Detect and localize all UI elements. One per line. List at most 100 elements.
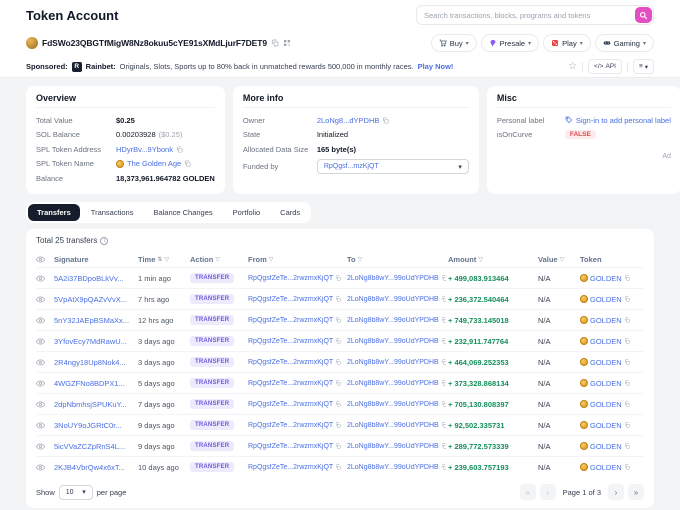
copy-icon[interactable] (441, 401, 446, 407)
from-link[interactable]: RpQgsfZeTe...2rwzmxKjQT (248, 422, 333, 429)
signature-link[interactable]: 2KJB4VbrQw4x6xT... (54, 463, 136, 472)
sponsor-cta-link[interactable]: Play Now! (418, 62, 454, 71)
token-link[interactable]: GOLDEN (590, 295, 622, 304)
favorite-star-icon[interactable]: ☆ (568, 61, 577, 72)
copy-icon[interactable] (441, 380, 446, 386)
tab-portfolio[interactable]: Portfolio (224, 204, 270, 221)
copy-icon[interactable] (335, 317, 341, 323)
copy-icon[interactable] (624, 317, 630, 323)
eye-icon[interactable] (36, 421, 45, 430)
eye-icon[interactable] (36, 358, 45, 367)
funded-by-select[interactable]: RpQgsf...mzKjQT ▾ (317, 159, 469, 174)
from-link[interactable]: RpQgsfZeTe...2rwzmxKjQT (248, 317, 333, 324)
copy-icon[interactable] (441, 443, 446, 449)
from-link[interactable]: RpQgsfZeTe...2rwzmxKjQT (248, 275, 333, 282)
tab-transactions[interactable]: Transactions (82, 204, 143, 221)
copy-icon[interactable] (441, 422, 446, 428)
copy-icon[interactable] (624, 443, 630, 449)
page-size-select[interactable]: 10 ▾ (59, 485, 93, 500)
token-link[interactable]: GOLDEN (590, 358, 622, 367)
copy-icon[interactable] (624, 401, 630, 407)
to-link[interactable]: 2LoNg8b8wY...99oUdYPDHB (347, 359, 439, 366)
eye-icon[interactable] (36, 442, 45, 451)
from-link[interactable]: RpQgsfZeTe...2rwzmxKjQT (248, 359, 333, 366)
copy-icon[interactable] (335, 401, 341, 407)
copy-icon[interactable] (335, 443, 341, 449)
to-link[interactable]: 2LoNg8b8wY...99oUdYPDHB (347, 443, 439, 450)
buy-button[interactable]: Buy▾ (431, 34, 477, 52)
token-link[interactable]: GOLDEN (590, 400, 622, 409)
tab-balance-changes[interactable]: Balance Changes (144, 204, 221, 221)
first-page-button[interactable]: « (520, 484, 536, 500)
copy-icon[interactable] (624, 338, 630, 344)
eye-icon[interactable] (36, 274, 45, 283)
copy-icon[interactable] (624, 380, 630, 386)
to-link[interactable]: 2LoNg8b8wY...99oUdYPDHB (347, 464, 439, 471)
last-page-button[interactable]: » (628, 484, 644, 500)
from-link[interactable]: RpQgsfZeTe...2rwzmxKjQT (248, 464, 333, 471)
copy-icon[interactable] (335, 359, 341, 365)
api-button[interactable]: </>API (588, 59, 622, 74)
copy-icon[interactable] (335, 296, 341, 302)
eye-icon[interactable] (36, 255, 45, 264)
copy-icon[interactable] (184, 160, 191, 167)
signature-link[interactable]: 2R4ngy18Up8Nok4... (54, 358, 136, 367)
token-link[interactable]: GOLDEN (590, 463, 622, 472)
copy-icon[interactable] (335, 464, 341, 470)
token-link[interactable]: GOLDEN (590, 274, 622, 283)
signature-link[interactable]: 3NoUY9oJGRtC0r... (54, 421, 136, 430)
tab-transfers[interactable]: Transfers (28, 204, 80, 221)
token-link[interactable]: GOLDEN (590, 379, 622, 388)
copy-icon[interactable] (624, 359, 630, 365)
to-link[interactable]: 2LoNg8b8wY...99oUdYPDHB (347, 380, 439, 387)
to-link[interactable]: 2LoNg8b8wY...99oUdYPDHB (347, 338, 439, 345)
copy-icon[interactable] (441, 275, 446, 281)
from-link[interactable]: RpQgsfZeTe...2rwzmxKjQT (248, 443, 333, 450)
menu-button[interactable]: ≡▾ (633, 59, 654, 74)
copy-icon[interactable] (335, 380, 341, 386)
next-page-button[interactable]: › (608, 484, 624, 500)
from-link[interactable]: RpQgsfZeTe...2rwzmxKjQT (248, 401, 333, 408)
eye-icon[interactable] (36, 316, 45, 325)
to-link[interactable]: 2LoNg8b8wY...99oUdYPDHB (347, 401, 439, 408)
copy-icon[interactable] (441, 359, 446, 365)
spl-token-address-link[interactable]: HDyrBv...9Ybonk (116, 145, 173, 154)
to-link[interactable]: 2LoNg8b8wY...99oUdYPDHB (347, 296, 439, 303)
copy-icon[interactable] (441, 338, 446, 344)
copy-icon[interactable] (441, 317, 446, 323)
to-link[interactable]: 2LoNg8b8wY...99oUdYPDHB (347, 317, 439, 324)
filter-icon[interactable]: ▽ (269, 256, 274, 263)
sign-in-link[interactable]: Sign-in to add personal label (576, 116, 671, 125)
copy-icon[interactable] (382, 117, 389, 124)
owner-link[interactable]: 2LoNg8...dYPDHB (317, 116, 380, 125)
filter-icon[interactable]: ▽ (164, 256, 169, 263)
copy-icon[interactable] (441, 296, 446, 302)
copy-icon[interactable] (335, 275, 341, 281)
filter-icon[interactable]: ▽ (560, 256, 565, 263)
from-link[interactable]: RpQgsfZeTe...2rwzmxKjQT (248, 380, 333, 387)
eye-icon[interactable] (36, 400, 45, 409)
prev-page-button[interactable]: ‹ (540, 484, 556, 500)
copy-icon[interactable] (624, 275, 630, 281)
from-link[interactable]: RpQgsfZeTe...2rwzmxKjQT (248, 296, 333, 303)
copy-icon[interactable] (624, 422, 630, 428)
play-button[interactable]: Play▾ (543, 34, 591, 52)
signature-link[interactable]: 5icVVaZCZpRnS4L... (54, 442, 136, 451)
copy-icon[interactable] (441, 464, 446, 470)
search-button[interactable] (635, 7, 652, 23)
token-link[interactable]: GOLDEN (590, 442, 622, 451)
signature-link[interactable]: 4WGZFNo8BDPX1... (54, 379, 136, 388)
gaming-button[interactable]: Gaming▾ (595, 34, 654, 52)
signature-link[interactable]: 5A2i37BDpoBLkVv... (54, 274, 136, 283)
copy-icon[interactable] (335, 338, 341, 344)
spl-token-name-link[interactable]: The Golden Age (127, 159, 181, 168)
copy-icon[interactable] (624, 464, 630, 470)
presale-button[interactable]: Presale▾ (481, 34, 539, 52)
eye-icon[interactable] (36, 337, 45, 346)
filter-icon[interactable]: ▽ (215, 256, 220, 263)
qr-code-icon[interactable] (283, 39, 291, 47)
filter-icon[interactable]: ▽ (478, 256, 483, 263)
sort-icon[interactable]: ⇅ (157, 256, 162, 263)
eye-icon[interactable] (36, 463, 45, 472)
signature-link[interactable]: 2dpNbmhsjSPUKuY... (54, 400, 136, 409)
